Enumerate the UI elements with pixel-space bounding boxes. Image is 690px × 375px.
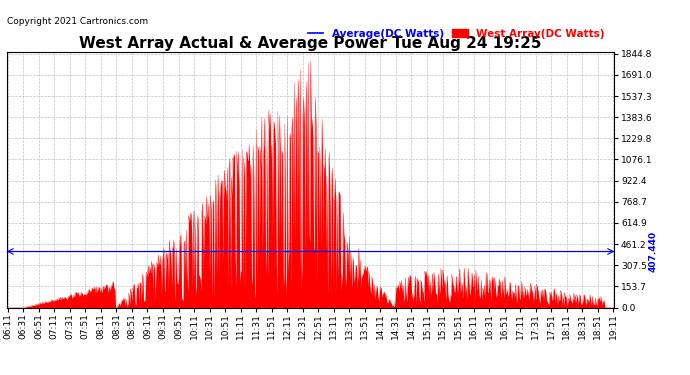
Text: 407.440: 407.440 [649, 231, 658, 272]
Title: West Array Actual & Average Power Tue Aug 24 19:25: West Array Actual & Average Power Tue Au… [79, 36, 542, 51]
Text: Copyright 2021 Cartronics.com: Copyright 2021 Cartronics.com [7, 17, 148, 26]
Legend: Average(DC Watts), West Array(DC Watts): Average(DC Watts), West Array(DC Watts) [304, 24, 609, 43]
